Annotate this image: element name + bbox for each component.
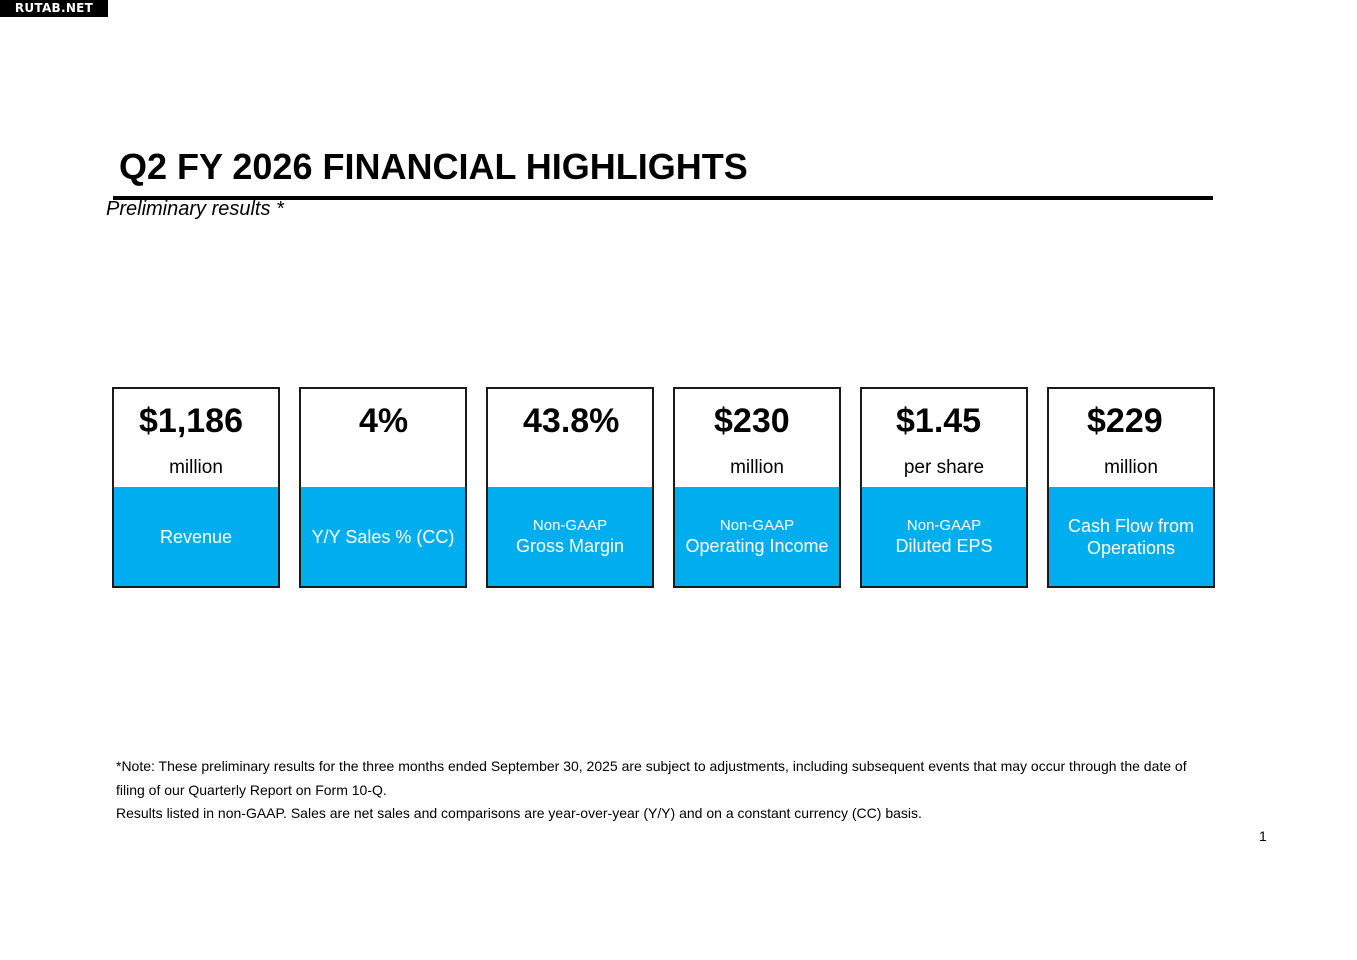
metric-prefix: Non-GAAP xyxy=(719,517,795,534)
metric-value: $230 xyxy=(714,402,790,440)
footnote: *Note: These preliminary results for the… xyxy=(116,755,1216,826)
metric-value: $1,186 xyxy=(139,402,243,440)
metric-card-revenue: $1,186 million Revenue xyxy=(112,387,280,588)
metric-label: Y/Y Sales % (CC) xyxy=(311,526,455,547)
metric-card-diluted-eps: $1.45 per share Non-GAAP Diluted EPS xyxy=(860,387,1028,588)
metric-unit: million xyxy=(169,457,223,478)
watermark-logo: RUTAB.NET xyxy=(0,0,108,17)
metric-card-cash-flow: $229 million Cash Flow from Operations xyxy=(1047,387,1215,588)
metric-card-bottom: Non-GAAP Operating Income xyxy=(675,487,839,586)
metric-value: 43.8% xyxy=(523,402,620,440)
metric-card-bottom: Y/Y Sales % (CC) xyxy=(301,487,465,586)
metric-label: Diluted EPS xyxy=(895,536,993,556)
metric-card-top: $230 million xyxy=(675,389,839,487)
metric-unit: per share xyxy=(903,457,985,478)
metric-card-top: 43.8% xyxy=(488,389,652,487)
metric-card-top: $1,186 million xyxy=(114,389,278,487)
metric-card-bottom: Non-GAAP Diluted EPS xyxy=(862,487,1026,586)
metric-unit: million xyxy=(1104,457,1158,478)
metric-prefix: Non-GAAP xyxy=(532,517,608,534)
page-title: Q2 FY 2026 FINANCIAL HIGHLIGHTS xyxy=(119,146,748,187)
metric-unit: million xyxy=(730,457,784,478)
metric-value: $229 xyxy=(1087,402,1163,440)
page-subtitle: Preliminary results * xyxy=(106,198,284,220)
metric-label: Gross Margin xyxy=(515,536,625,556)
metric-card-gross-margin: 43.8% Non-GAAP Gross Margin xyxy=(486,387,654,588)
metric-card-top: $1.45 per share xyxy=(862,389,1026,487)
footnote-line: *Note: These preliminary results for the… xyxy=(116,758,1187,798)
metric-card-top: $229 million xyxy=(1049,389,1213,487)
metric-card-operating-income: $230 million Non-GAAP Operating Income xyxy=(673,387,841,588)
metric-label: Revenue xyxy=(159,526,233,547)
metric-card-bottom: Non-GAAP Gross Margin xyxy=(488,487,652,586)
metric-label: Operating Income xyxy=(685,536,829,556)
metric-card-bottom: Cash Flow from Operations xyxy=(1049,487,1213,586)
metric-value: $1.45 xyxy=(896,402,982,440)
title-divider xyxy=(113,196,1213,200)
metric-label: Cash Flow from Operations xyxy=(1067,515,1195,558)
metric-card-bottom: Revenue xyxy=(114,487,278,586)
page-number: 1 xyxy=(1259,828,1267,844)
footnote-line: Results listed in non-GAAP. Sales are ne… xyxy=(116,805,922,821)
metric-value: 4% xyxy=(359,402,409,440)
metric-card-top: 4% xyxy=(301,389,465,487)
metric-prefix: Non-GAAP xyxy=(906,517,982,534)
metric-card-yy-sales: 4% Y/Y Sales % (CC) xyxy=(299,387,467,588)
